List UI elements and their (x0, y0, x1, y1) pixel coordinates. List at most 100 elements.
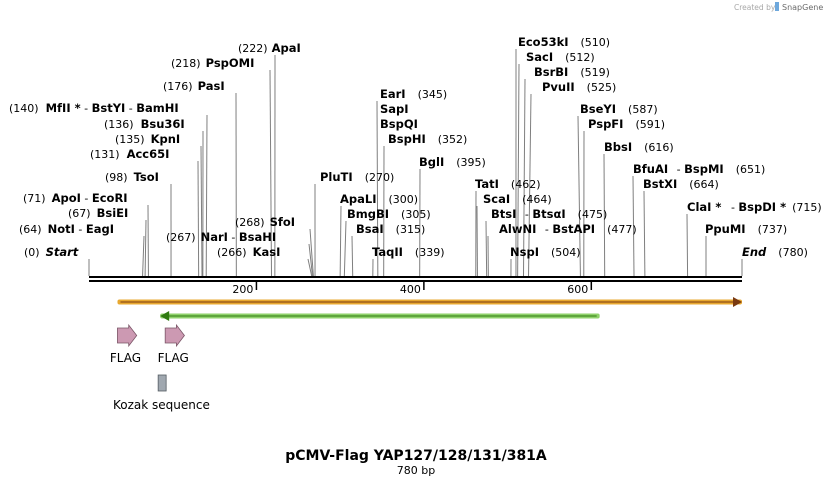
enzyme-label-row: (140) MfII * - BstYI - BamHI (9, 101, 179, 115)
site-position: (268) (235, 216, 265, 229)
enzyme-name: NspI (510, 245, 539, 259)
site-position: - (541, 223, 552, 236)
snapgene-credit: Created by SnapGene (734, 2, 823, 12)
enzyme-label-row: SapI (380, 102, 409, 116)
orf-layer (117, 297, 742, 321)
enzyme-label-row: BsaI (315) (356, 222, 425, 236)
enzyme-name: BsrBI (534, 65, 568, 79)
enzyme-name: ScaI (483, 192, 510, 206)
enzyme-label-row: (71) ApoI - EcoRI (23, 191, 128, 205)
enzyme-label-row: PpuMI (737) (705, 222, 787, 236)
cut-site-line (632, 175, 635, 277)
enzyme-name: BstXI (643, 177, 677, 191)
enzyme-label-row: (176) PasI (163, 79, 225, 93)
enzyme-name: PasI (198, 79, 225, 93)
enzyme-label-row: TaqII (339) (372, 245, 445, 259)
enzyme-label-row: (268) SfoI (235, 215, 295, 229)
enzyme-name: BtsαI (532, 207, 565, 221)
enzyme-name: PluTI (320, 170, 353, 184)
cut-site-line (200, 145, 203, 277)
flag-arrow-shape (117, 323, 138, 348)
enzyme-name: NotI (48, 222, 75, 236)
backbone-top-strand (89, 276, 742, 278)
site-position: (135) (115, 133, 145, 146)
site-position: - (727, 201, 738, 214)
enzyme-label-row: ScaI (464) (483, 192, 552, 206)
site-position: (475) (578, 208, 608, 221)
cut-site-line (528, 93, 532, 277)
enzyme-label-row: BspQI (380, 117, 418, 131)
site-position: (300) (389, 193, 419, 206)
enzyme-name: BspQI (380, 117, 418, 131)
enzyme-name: BsiEI (97, 206, 129, 220)
site-position: (339) (415, 246, 445, 259)
enzyme-name: BglI (419, 155, 444, 169)
enzyme-name: BamHI (136, 101, 178, 115)
backbone-bottom-strand (89, 280, 742, 282)
site-position: (267) (166, 231, 196, 244)
enzyme-label-row: BglI (395) (419, 155, 486, 169)
site-position: (266) (217, 246, 247, 259)
site-position: (504) (551, 246, 581, 259)
cut-site-line (643, 190, 646, 277)
enzyme-label-row: PluTI (270) (320, 170, 394, 184)
enzyme-label-row: AlwNI - BstAPI (477) (499, 222, 637, 236)
site-position: (305) (401, 208, 431, 221)
enzyme-label-row: BsrBI (519) (534, 65, 610, 79)
enzyme-name: AlwNI (499, 222, 536, 236)
enzyme-label-row: (267) NarI - BsaHI (166, 230, 276, 244)
enzyme-name: BspDI * (738, 200, 786, 214)
credit-prefix: Created by (734, 3, 776, 12)
enzyme-name: ApaLI (340, 192, 377, 206)
site-position: (519) (580, 66, 610, 79)
enzyme-label-row: BfuAI - BspMI (651) (633, 162, 765, 176)
enzyme-name: BsaHI (239, 230, 276, 244)
site-position: (510) (581, 36, 611, 49)
site-position: - (81, 192, 92, 205)
cut-site-line (197, 160, 200, 277)
enzyme-label-row: TatI (462) (475, 177, 541, 191)
enzyme-name: BseYI (580, 102, 616, 116)
orf-arrowhead (160, 311, 170, 321)
cut-site-line (603, 153, 606, 277)
enzyme-name: NarI (201, 230, 228, 244)
enzyme-name: BspMI (684, 162, 724, 176)
enzyme-name: BsaI (356, 222, 384, 236)
enzyme-label-row: PspFI (591) (588, 117, 665, 131)
cut-site-line (517, 63, 520, 277)
enzyme-name: MfII * (46, 101, 81, 115)
enzyme-name: PvuII (542, 80, 575, 94)
snapgene-logo-icon (775, 2, 779, 11)
site-position: (587) (628, 103, 658, 116)
enzyme-label-row: BspHI (352) (388, 132, 467, 146)
site-position: (737) (758, 223, 788, 236)
site-position: (176) (163, 80, 193, 93)
enzyme-name: PspOMI (206, 56, 255, 70)
site-position: (315) (396, 223, 426, 236)
enzyme-label-row: BmgBI (305) (347, 207, 431, 221)
site-position: - (673, 163, 684, 176)
axis-tick-label: 400 (400, 283, 421, 296)
site-position: (464) (522, 193, 552, 206)
orf-reverse-arrow (160, 311, 600, 321)
site-position: (352) (438, 133, 468, 146)
site-position: (477) (607, 223, 637, 236)
enzyme-label-row: End (780) (742, 245, 808, 259)
enzyme-name: Eco53kI (518, 35, 569, 49)
cut-site-lines (88, 48, 743, 277)
sequence-end-label: End (742, 245, 767, 259)
site-position: - (521, 208, 532, 221)
site-position: (715) (792, 201, 822, 214)
enzyme-name: TatI (475, 177, 499, 191)
axis-ticks: 200 400 600 (232, 282, 593, 296)
enzyme-label-row: (64) NotI - EagI (19, 222, 114, 236)
cut-site-line (308, 243, 314, 277)
enzyme-name: BtsI (491, 207, 516, 221)
enzyme-name: Acc65I (127, 147, 170, 161)
enzyme-name: PspFI (588, 117, 623, 131)
cut-site-line (339, 205, 342, 277)
sequence-backbone (89, 276, 742, 282)
cut-site-line (686, 213, 689, 277)
cut-site-line (351, 235, 354, 277)
